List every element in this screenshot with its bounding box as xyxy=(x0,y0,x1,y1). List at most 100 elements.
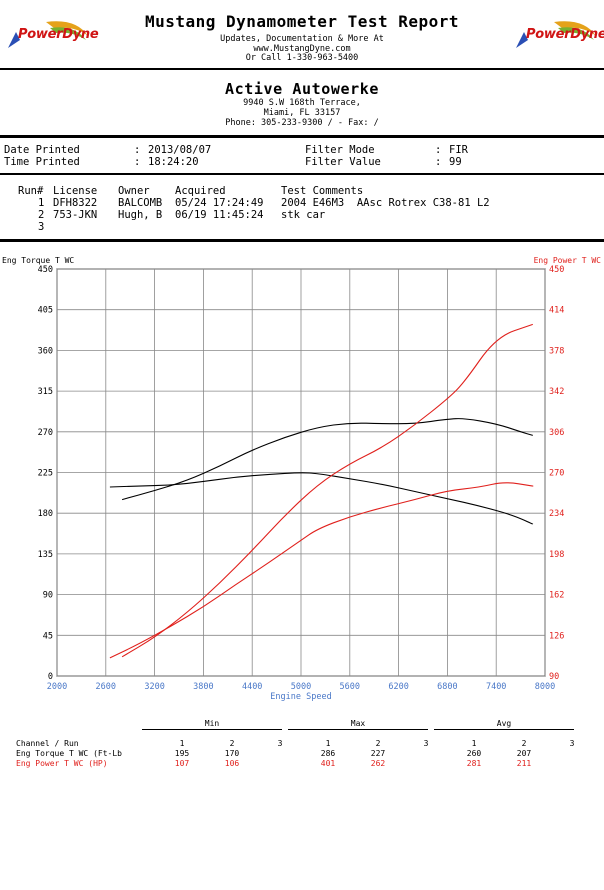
summary-row-label: Eng Torque T WC (Ft-Lb xyxy=(16,749,122,758)
logo-swoosh-icon xyxy=(8,21,88,48)
power-line-run-1 xyxy=(121,323,533,658)
summary-cell: 260 xyxy=(466,749,482,758)
shop-address-line: 9940 S.W 168th Terrace, xyxy=(243,98,361,108)
summary-group-avg: Avg xyxy=(496,719,512,728)
time-printed-label: Time Printed xyxy=(4,156,80,168)
x-tick-label: 2000 xyxy=(47,682,67,692)
summary-cell: 281 xyxy=(466,759,482,768)
y-left-tick-label: 180 xyxy=(38,509,53,519)
y-right-tick-label: 198 xyxy=(549,550,564,560)
table-row-run: 1 xyxy=(38,197,45,209)
y-right-tick-label: 414 xyxy=(549,306,564,316)
report-title: Mustang Dynamometer Test Report xyxy=(144,12,460,31)
summary-cell: 286 xyxy=(320,749,336,758)
summary-run-col-header: 1 xyxy=(179,739,185,748)
right-axis-title: Eng Power T WC xyxy=(533,256,601,265)
y-right-tick-label: 162 xyxy=(549,591,564,601)
table-row-comment: 2004 E46M3 AAsc Rotrex C38-81 L2 xyxy=(281,197,490,209)
x-tick-label: 4400 xyxy=(242,682,262,692)
summary-run-col-header: 2 xyxy=(229,739,235,748)
table-row-acquired: 06/19 11:45:24 xyxy=(175,209,264,221)
torque-line-run-2 xyxy=(109,472,534,525)
filter-mode-label: Filter Mode xyxy=(305,144,375,156)
summary-run-col-header: 2 xyxy=(521,739,527,748)
y-left-tick-label: 135 xyxy=(38,550,53,560)
runs-header-comments: Test Comments xyxy=(281,185,364,197)
summary-group-max: Max xyxy=(350,719,366,728)
y-right-tick-label: 450 xyxy=(549,265,564,275)
x-tick-label: 3200 xyxy=(144,682,164,692)
summary-group-min: Min xyxy=(204,719,220,728)
table-row-license: DFH8322 xyxy=(53,197,98,209)
divider xyxy=(142,729,282,730)
filter-value-label: Filter Value xyxy=(305,156,381,168)
logo-brand-text: PowerDyne xyxy=(526,27,604,42)
divider xyxy=(0,173,604,175)
summary-cell: 211 xyxy=(516,759,532,768)
y-left-tick-label: 225 xyxy=(38,469,53,479)
colon: : xyxy=(435,156,442,168)
left-axis-title: Eng Torque T WC xyxy=(2,256,75,265)
x-tick-label: 5600 xyxy=(340,682,360,692)
y-right-tick-label: 378 xyxy=(549,346,564,356)
divider xyxy=(0,239,604,242)
summary-cell: 170 xyxy=(224,749,240,758)
summary-run-col-header: 3 xyxy=(569,739,575,748)
y-right-tick-label: 342 xyxy=(549,387,564,397)
divider xyxy=(288,729,428,730)
summary-run-col-header: 2 xyxy=(375,739,381,748)
divider xyxy=(0,68,604,70)
torque-line-run-1 xyxy=(121,418,533,501)
y-left-tick-label: 45 xyxy=(43,631,53,641)
y-left-tick-label: 0 xyxy=(48,672,53,682)
runs-header-owner: Owner xyxy=(118,185,150,197)
runs-header-acquired: Acquired xyxy=(175,185,226,197)
x-tick-label: 8000 xyxy=(535,682,555,692)
y-right-tick-label: 234 xyxy=(549,509,564,519)
summary-cell: 227 xyxy=(370,749,386,758)
colon: : xyxy=(134,144,141,156)
colon: : xyxy=(435,144,442,156)
summary-cell: 401 xyxy=(320,759,336,768)
shop-phone-line: Phone: 305-233-9300 / - Fax: / xyxy=(225,118,379,128)
runs-header-license: License xyxy=(53,185,98,197)
x-tick-label: 3800 xyxy=(193,682,213,692)
logo-brand-text: PowerDyne xyxy=(18,27,99,42)
shop-city-line: Miami, FL 33157 xyxy=(263,108,341,118)
y-left-tick-label: 90 xyxy=(43,591,53,601)
y-right-tick-label: 126 xyxy=(549,631,564,641)
y-left-tick-label: 270 xyxy=(38,428,53,438)
summary-cell: 195 xyxy=(174,749,190,758)
summary-cell: 262 xyxy=(370,759,386,768)
runs-header-run: Run# xyxy=(18,185,44,197)
x-tick-label: 6800 xyxy=(437,682,457,692)
summary-run-col-header: 1 xyxy=(325,739,331,748)
y-right-tick-label: 306 xyxy=(549,428,564,438)
powerdyne-logo-right: PowerDyne xyxy=(514,18,604,54)
dyno-chart: 2000 2600 3200 3800 4400 5000 5600 6200 6800 7400… xyxy=(38,265,565,702)
summary-row-label: Eng Power T WC (HP) xyxy=(16,759,108,768)
summary-cell: 106 xyxy=(224,759,240,768)
summary-run-col-header: 1 xyxy=(471,739,477,748)
logo-swoosh-icon xyxy=(516,21,596,48)
y-right-tick-label: 270 xyxy=(549,469,564,479)
summary-cell: 207 xyxy=(516,749,532,758)
header-sub-line-3: Or Call 1-330-963-5400 xyxy=(245,53,359,63)
date-printed-value: 2013/08/07 xyxy=(148,144,212,156)
summary-run-col-header: 3 xyxy=(423,739,429,748)
table-row-owner: Hugh, B xyxy=(118,209,163,221)
y-right-tick-label: 90 xyxy=(549,672,559,682)
channel-run-label: Channel / Run xyxy=(16,739,79,748)
divider xyxy=(434,729,574,730)
x-tick-label: 2600 xyxy=(96,682,116,692)
filter-mode-value: FIR xyxy=(449,144,468,156)
y-left-tick-label: 315 xyxy=(38,387,53,397)
header-sub-line-1: Updates, Documentation & More At xyxy=(220,34,384,44)
powerdyne-logo-left: PowerDyne xyxy=(6,18,99,54)
date-printed-label: Date Printed xyxy=(4,144,80,156)
table-row-comment: stk car xyxy=(281,209,326,221)
table-row-run: 2 xyxy=(38,209,45,221)
table-row-owner: BALCOMB xyxy=(118,197,163,209)
y-left-tick-label: 450 xyxy=(38,265,53,275)
filter-value-value: 99 xyxy=(449,156,462,168)
